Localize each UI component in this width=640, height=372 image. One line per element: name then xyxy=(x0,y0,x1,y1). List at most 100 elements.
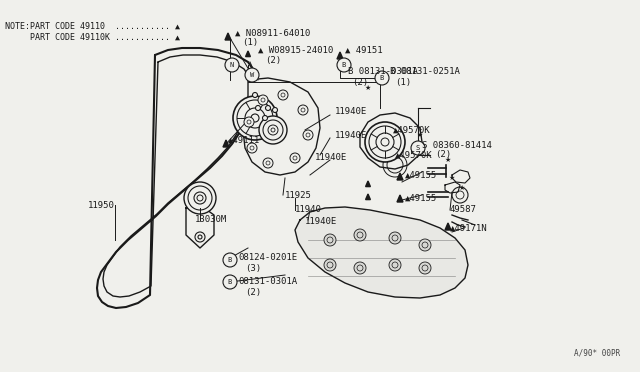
Circle shape xyxy=(301,108,305,112)
Circle shape xyxy=(255,106,260,110)
Circle shape xyxy=(263,120,283,140)
Circle shape xyxy=(376,133,394,151)
Text: NOTE:PART CODE 49110  ........... ▲: NOTE:PART CODE 49110 ........... ▲ xyxy=(5,22,180,31)
Text: ★: ★ xyxy=(365,85,371,91)
Text: 11925: 11925 xyxy=(285,190,312,199)
Text: ▲49570K: ▲49570K xyxy=(395,151,433,160)
Text: A/90* 00PR: A/90* 00PR xyxy=(573,349,620,358)
Text: PART CODE 49110K ........... ▲: PART CODE 49110K ........... ▲ xyxy=(5,33,180,42)
Text: ★: ★ xyxy=(445,157,451,163)
Circle shape xyxy=(247,143,257,153)
Text: (2): (2) xyxy=(265,55,281,64)
Circle shape xyxy=(266,106,271,110)
Text: W: W xyxy=(250,72,254,78)
Circle shape xyxy=(337,58,351,72)
Text: (1): (1) xyxy=(395,77,411,87)
Circle shape xyxy=(253,93,257,97)
Text: ▲49171N: ▲49171N xyxy=(450,224,488,232)
Text: N: N xyxy=(230,62,234,68)
Circle shape xyxy=(194,192,206,204)
Circle shape xyxy=(233,96,277,140)
Circle shape xyxy=(266,161,270,165)
Circle shape xyxy=(225,58,239,72)
Circle shape xyxy=(188,186,212,210)
Text: ▲49570K: ▲49570K xyxy=(393,125,431,135)
Circle shape xyxy=(245,68,259,82)
Circle shape xyxy=(261,98,265,102)
Text: 08124-0201E: 08124-0201E xyxy=(238,253,297,263)
Text: 11950: 11950 xyxy=(88,201,115,209)
Polygon shape xyxy=(445,223,451,230)
Circle shape xyxy=(198,235,202,239)
Circle shape xyxy=(281,93,285,97)
Text: (3): (3) xyxy=(245,263,261,273)
Circle shape xyxy=(324,234,336,246)
Circle shape xyxy=(369,126,401,158)
Circle shape xyxy=(250,146,254,150)
Text: (2): (2) xyxy=(352,77,368,87)
Polygon shape xyxy=(397,173,403,180)
Text: ▲49111: ▲49111 xyxy=(228,135,260,144)
Text: ▲49155: ▲49155 xyxy=(405,170,437,180)
Circle shape xyxy=(258,95,268,105)
Circle shape xyxy=(195,232,205,242)
Polygon shape xyxy=(223,140,229,147)
Text: 11940E: 11940E xyxy=(305,218,337,227)
Circle shape xyxy=(223,253,237,267)
Polygon shape xyxy=(225,33,231,40)
Circle shape xyxy=(237,100,273,136)
Circle shape xyxy=(354,229,366,241)
Circle shape xyxy=(365,122,405,162)
Text: 08131-0301A: 08131-0301A xyxy=(238,278,297,286)
Circle shape xyxy=(263,158,273,168)
Circle shape xyxy=(262,115,268,121)
Polygon shape xyxy=(295,207,468,298)
Circle shape xyxy=(290,153,300,163)
Circle shape xyxy=(244,117,254,127)
Circle shape xyxy=(247,120,251,124)
Circle shape xyxy=(389,232,401,244)
Polygon shape xyxy=(243,78,320,175)
Text: B: B xyxy=(228,279,232,285)
Text: S 08360-81414: S 08360-81414 xyxy=(422,141,492,150)
Circle shape xyxy=(303,130,313,140)
Circle shape xyxy=(184,182,216,214)
Circle shape xyxy=(268,125,278,135)
Circle shape xyxy=(324,259,336,271)
Circle shape xyxy=(251,114,259,122)
Polygon shape xyxy=(365,194,371,200)
Text: 11940: 11940 xyxy=(295,205,322,215)
Circle shape xyxy=(223,275,237,289)
Circle shape xyxy=(375,71,389,85)
Text: B: B xyxy=(380,75,384,81)
Polygon shape xyxy=(365,181,371,187)
Text: ▲ 49151: ▲ 49151 xyxy=(345,45,383,55)
Text: ★: ★ xyxy=(459,185,465,191)
Text: ▲ W08915-24010: ▲ W08915-24010 xyxy=(258,45,333,55)
Text: (1): (1) xyxy=(242,38,258,48)
Text: B: B xyxy=(228,257,232,263)
Polygon shape xyxy=(186,208,214,248)
Circle shape xyxy=(293,156,297,160)
Text: S: S xyxy=(416,145,420,151)
Circle shape xyxy=(389,259,401,271)
Circle shape xyxy=(419,262,431,274)
Text: B: B xyxy=(342,62,346,68)
Text: 49587: 49587 xyxy=(450,205,477,215)
Text: 11940E: 11940E xyxy=(335,108,367,116)
Circle shape xyxy=(306,133,310,137)
Circle shape xyxy=(278,90,288,100)
Polygon shape xyxy=(397,195,403,202)
Text: ▲ N08911-64010: ▲ N08911-64010 xyxy=(235,29,310,38)
Polygon shape xyxy=(360,113,422,169)
Circle shape xyxy=(419,239,431,251)
Circle shape xyxy=(381,138,389,146)
Circle shape xyxy=(259,116,287,144)
Text: ▲49155: ▲49155 xyxy=(405,193,437,202)
Circle shape xyxy=(298,105,308,115)
Text: 11940E: 11940E xyxy=(335,131,367,140)
Text: ★: ★ xyxy=(449,175,455,181)
Text: B 08131-0301A: B 08131-0301A xyxy=(348,67,418,77)
Circle shape xyxy=(197,195,203,201)
Text: B 08131-0251A: B 08131-0251A xyxy=(390,67,460,77)
